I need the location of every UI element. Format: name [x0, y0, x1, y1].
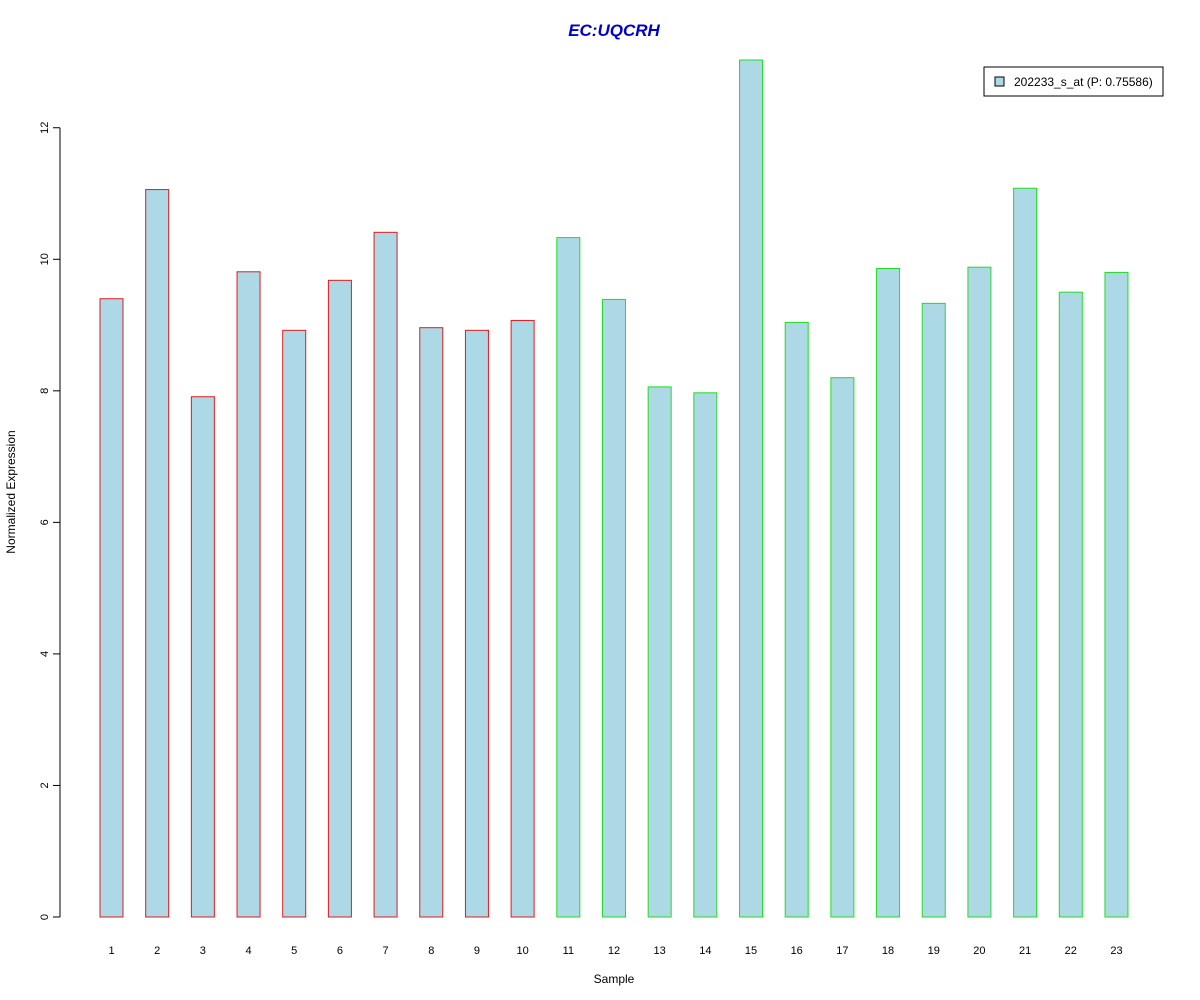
- x-tick-label: 11: [563, 945, 574, 957]
- bar-sample-11: [556, 237, 581, 918]
- bar-sample-17: [830, 377, 855, 918]
- bar-sample-14: [693, 392, 718, 918]
- x-tick-label: 18: [882, 945, 894, 957]
- y-axis: 0 2 4 6 8 10 12: [39, 122, 61, 920]
- bar-sample-15: [739, 59, 764, 918]
- y-tick-label: 4: [39, 651, 51, 657]
- y-axis-title: Normalized Expression: [4, 430, 18, 553]
- x-tick-label: 12: [608, 945, 620, 957]
- bar-sample-22: [1058, 291, 1083, 918]
- bar-sample-12: [601, 298, 626, 918]
- bar-sample-1: [99, 298, 124, 918]
- chart-title: EC:UQCRH: [568, 21, 660, 40]
- bar-sample-4: [236, 271, 261, 918]
- x-tick-label: 7: [383, 945, 389, 957]
- legend-swatch: [994, 76, 1005, 87]
- bar-sample-2: [145, 189, 170, 918]
- bar-sample-13: [647, 386, 672, 918]
- bar-sample-10: [510, 319, 535, 918]
- y-tick-label: 0: [39, 914, 51, 920]
- x-tick-label: 10: [516, 945, 528, 957]
- bar-sample-5: [282, 329, 307, 918]
- bars-group: [99, 59, 1129, 918]
- y-tick-label: 10: [39, 253, 51, 265]
- x-tick-label: 5: [291, 945, 297, 957]
- x-tick-label: 4: [245, 945, 251, 957]
- bar-sample-3: [190, 396, 215, 918]
- x-tick-label: 1: [108, 945, 114, 957]
- y-tick-label: 12: [39, 122, 51, 134]
- x-tick-label: 20: [973, 945, 985, 957]
- x-tick-label: 2: [154, 945, 160, 957]
- x-tick-label: 22: [1065, 945, 1077, 957]
- y-tick-label: 8: [39, 388, 51, 394]
- x-tick-label: 17: [836, 945, 848, 957]
- x-tick-label: 9: [474, 945, 480, 957]
- bar-sample-16: [784, 321, 809, 918]
- legend: 202233_s_at (P: 0.75586): [983, 66, 1164, 97]
- bar-sample-21: [1013, 187, 1038, 918]
- x-tick-label: 16: [791, 945, 803, 957]
- legend-box: [983, 66, 1164, 97]
- x-tick-label: 14: [699, 945, 711, 957]
- x-tick-label: 13: [654, 945, 666, 957]
- x-tick-label: 6: [337, 945, 343, 957]
- bar-sample-19: [921, 302, 946, 918]
- bar-sample-23: [1104, 271, 1129, 918]
- bar-sample-20: [967, 266, 992, 918]
- x-axis-title: Sample: [594, 972, 635, 986]
- y-tick-label: 2: [39, 782, 51, 788]
- x-tick-label: 21: [1019, 945, 1031, 957]
- y-tick-label: 6: [39, 519, 51, 525]
- x-tick-label: 19: [928, 945, 940, 957]
- x-tick-label: 23: [1110, 945, 1122, 957]
- x-tick-label: 15: [745, 945, 757, 957]
- bar-sample-6: [327, 279, 352, 918]
- bar-sample-7: [373, 231, 398, 918]
- bar-sample-8: [419, 327, 444, 918]
- x-tick-label: 8: [428, 945, 434, 957]
- bar-sample-18: [876, 267, 901, 918]
- x-tick-label: 3: [200, 945, 206, 957]
- x-tick-labels: 1 2 3 4 5 6 7 8 9 10 11 12 13 14 15 16 17 18 19 20 21 22 23: [108, 945, 1122, 957]
- legend-label: 202233_s_at (P: 0.75586): [1014, 75, 1153, 89]
- bar-sample-9: [464, 329, 489, 918]
